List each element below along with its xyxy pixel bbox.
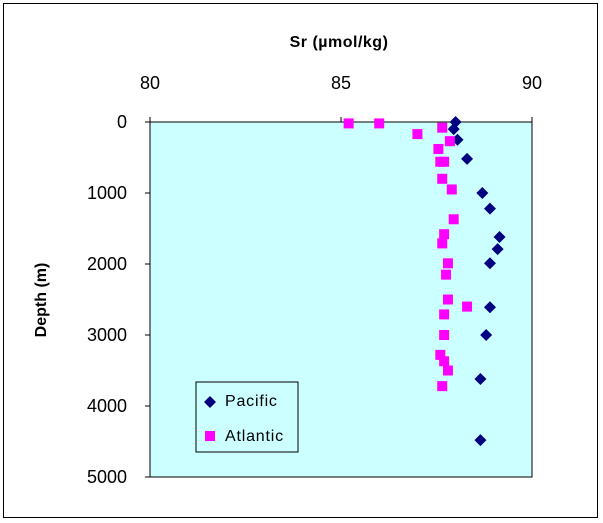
data-point-atlantic [439, 309, 450, 320]
x-tick-label: 80 [140, 73, 160, 93]
data-point-pacific [493, 231, 506, 244]
legend-label-pacific: Pacific [225, 393, 278, 410]
data-point-atlantic [439, 330, 450, 340]
y-ticks: 0 1000 2000 3000 4000 5000 [87, 112, 150, 487]
y-axis-title: Depth (m) [33, 263, 50, 338]
y-tick-label: 4000 [87, 396, 127, 416]
data-point-pacific [491, 243, 504, 256]
legend: Pacific Atlantic [195, 381, 299, 453]
data-point-atlantic [439, 156, 450, 167]
legend-label-atlantic: Atlantic [225, 428, 284, 445]
data-point-atlantic [446, 184, 457, 195]
data-point-atlantic [462, 301, 473, 312]
data-point-atlantic [441, 269, 452, 280]
data-point-atlantic [437, 173, 448, 184]
data-point-pacific [474, 373, 487, 386]
data-point-pacific [483, 257, 496, 270]
x-ticks: 80 85 90 [140, 73, 542, 122]
y-tick-label: 2000 [87, 254, 127, 274]
x-tick-label: 90 [522, 73, 542, 93]
data-point-pacific [480, 329, 493, 341]
data-point-pacific [483, 301, 496, 314]
data-point-atlantic [374, 118, 385, 129]
data-point-pacific [476, 187, 489, 199]
data-point-atlantic [343, 118, 354, 129]
data-point-atlantic [437, 238, 448, 249]
data-point-atlantic [444, 136, 455, 147]
data-point-atlantic [435, 349, 446, 360]
data-point-pacific [474, 434, 487, 447]
data-point-atlantic [448, 214, 459, 225]
data-point-atlantic [442, 258, 453, 269]
y-tick-label: 1000 [87, 183, 127, 203]
y-tick-label: 3000 [87, 325, 127, 345]
data-point-atlantic [439, 356, 450, 367]
data-point-atlantic [412, 129, 423, 140]
y-tick-label: 0 [117, 112, 127, 132]
data-point-atlantic [439, 229, 450, 240]
data-point-atlantic [442, 365, 453, 376]
legend-marker-pacific [204, 396, 216, 408]
y-tick-label: 5000 [87, 467, 127, 487]
data-point-pacific [483, 202, 496, 215]
data-point-pacific [461, 152, 474, 165]
x-tick-label: 85 [331, 73, 351, 93]
data-points [343, 116, 506, 447]
data-point-atlantic [437, 122, 448, 133]
legend-marker-atlantic [205, 431, 215, 441]
data-point-atlantic [442, 294, 453, 305]
data-point-atlantic [433, 143, 444, 154]
x-axis-title: Sr (µmol/kg) [290, 34, 389, 51]
data-point-pacific [447, 123, 460, 136]
data-point-atlantic [437, 381, 448, 392]
